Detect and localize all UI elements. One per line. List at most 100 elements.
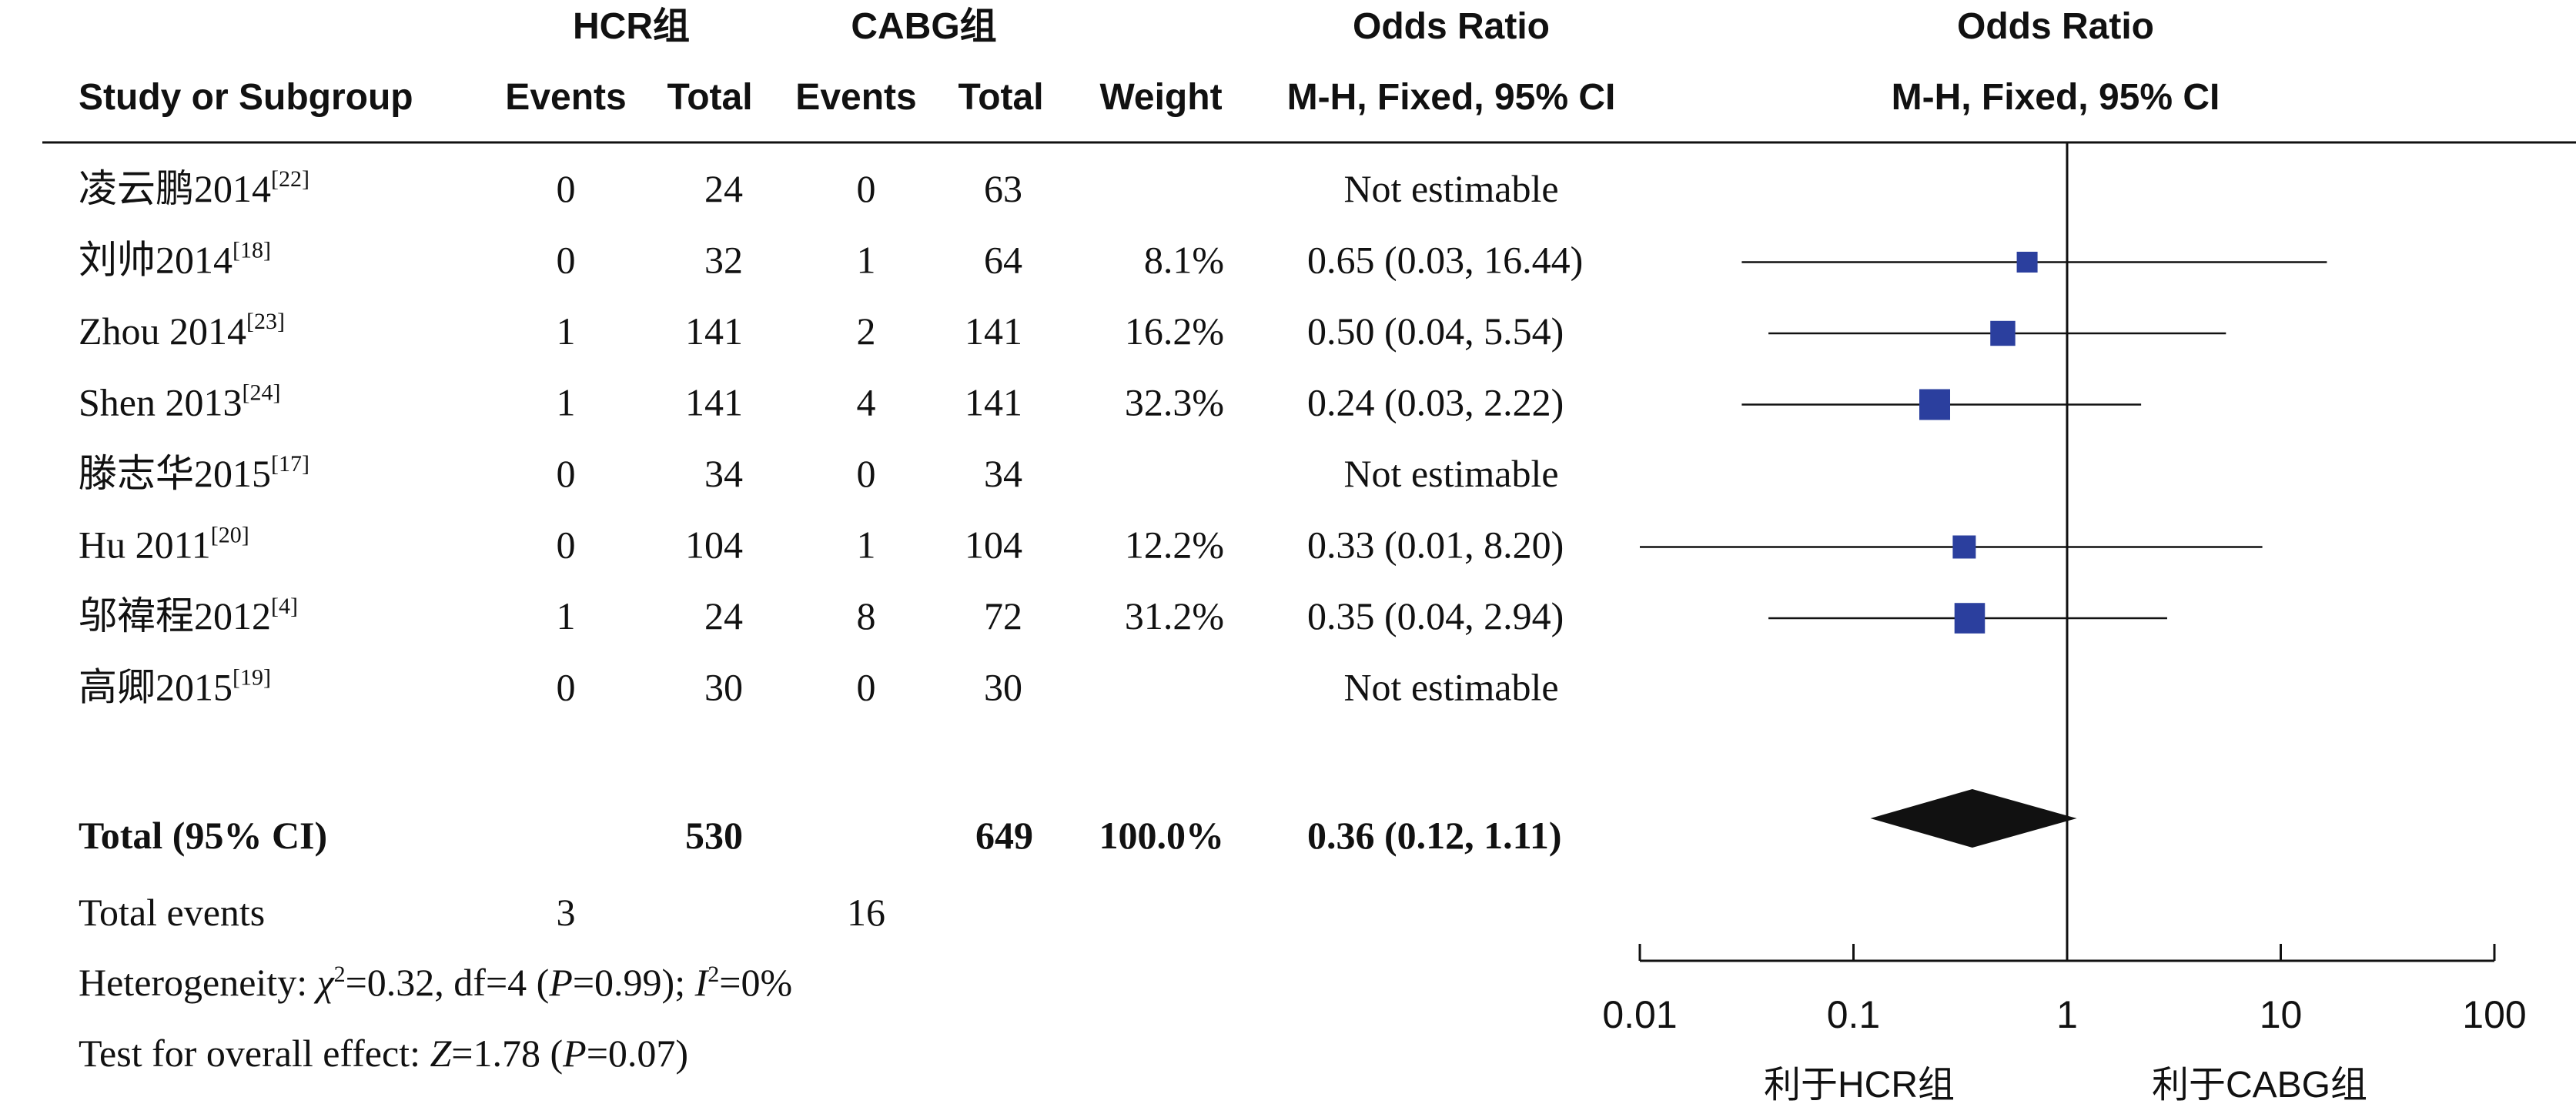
total-events-e1: 3 xyxy=(557,891,576,934)
study-ci: 0.33 (0.01, 8.20) xyxy=(1307,524,1564,567)
study-row: 邬禕程2012[4] 1 24 8 72 31.2% 0.35 (0.04, 2.94) xyxy=(79,594,1564,637)
study-ci: 0.35 (0.04, 2.94) xyxy=(1307,594,1564,637)
header-group1: HCR组 xyxy=(573,6,690,47)
header-events1: Events xyxy=(505,77,626,118)
study-ref: [20] xyxy=(211,523,249,548)
study-weight: 12.2% xyxy=(1125,524,1224,567)
total-t1: 530 xyxy=(685,814,743,857)
heterogeneity-i: I xyxy=(694,961,710,1004)
study-total1: 30 xyxy=(704,666,743,709)
study-name-text: 邬禕程2012 xyxy=(79,594,271,637)
study-total2: 34 xyxy=(984,452,1022,495)
study-row: Zhou 2014[23] 1 141 2 141 16.2% 0.50 (0.04, 5.… xyxy=(79,309,1564,353)
study-total1: 24 xyxy=(704,594,743,637)
total-label: Total (95% CI) xyxy=(79,814,327,857)
study-ci: Not estimable xyxy=(1343,666,1558,709)
study-total1: 34 xyxy=(704,452,743,495)
study-weight: 8.1% xyxy=(1144,239,1224,282)
study-name: 滕志华2015[17] xyxy=(79,451,309,495)
heterogeneity-i-val: =0% xyxy=(719,961,792,1004)
study-name: Hu 2011[20] xyxy=(79,523,249,567)
effect-marker xyxy=(1919,389,1951,420)
study-events1: 1 xyxy=(557,309,576,353)
header-method-left: M-H, Fixed, 95% CI xyxy=(1287,77,1616,118)
study-row: Hu 2011[20] 0 104 1 104 12.2% 0.33 (0.01, 8.20… xyxy=(79,523,1564,567)
study-name: 刘帅2014[18] xyxy=(79,238,271,282)
x-axis-tick-label: 1 xyxy=(2056,993,2078,1036)
study-total2: 72 xyxy=(984,594,1022,637)
study-total2: 104 xyxy=(965,524,1022,567)
study-ref: [17] xyxy=(271,451,309,477)
study-rows: 凌云鹏2014[22] 0 24 0 63 Not estimable 刘帅2014[18]… xyxy=(79,166,1583,709)
total-events-label: Total events xyxy=(79,891,265,934)
pooled-diamond xyxy=(1870,789,2077,848)
study-total1: 32 xyxy=(704,239,743,282)
study-name-text: 滕志华2015 xyxy=(79,452,271,495)
heterogeneity-chi-val: =0.32, df=4 ( xyxy=(346,961,550,1004)
favor-left-label: 利于HCR组 xyxy=(1764,1065,1955,1106)
study-weight: 16.2% xyxy=(1125,309,1224,353)
header-events2: Events xyxy=(795,77,916,118)
total-t2: 649 xyxy=(975,814,1033,857)
overall-effect-z-val: =1.78 ( xyxy=(451,1032,563,1075)
study-events2: 0 xyxy=(857,167,876,210)
study-name-text: 高卿2015 xyxy=(79,666,233,709)
study-total2: 141 xyxy=(965,309,1022,353)
study-events1: 1 xyxy=(557,381,576,424)
overall-effect-prefix: Test for overall effect: xyxy=(79,1032,430,1075)
study-name: 凌云鹏2014[22] xyxy=(79,166,309,210)
study-total2: 141 xyxy=(965,381,1022,424)
heterogeneity-p-val: =0.99); xyxy=(573,961,695,1004)
heterogeneity-chi: χ xyxy=(314,961,336,1004)
study-row: 凌云鹏2014[22] 0 24 0 63 Not estimable xyxy=(79,166,1559,210)
effect-marker xyxy=(2016,251,2038,273)
header-study: Study or Subgroup xyxy=(79,77,413,118)
study-total2: 64 xyxy=(984,239,1022,282)
study-events1: 0 xyxy=(557,524,576,567)
heterogeneity-chi-sq: 2 xyxy=(334,962,346,987)
study-total2: 63 xyxy=(984,167,1022,210)
overall-effect-p-val: =0.07) xyxy=(587,1032,688,1075)
study-events1: 1 xyxy=(557,594,576,637)
effect-marker xyxy=(1954,603,1986,634)
study-events2: 1 xyxy=(857,239,876,282)
study-name: Shen 2013[24] xyxy=(79,380,280,424)
heterogeneity-text: Heterogeneity: χ2=0.32, df=4 (P=0.99); I… xyxy=(79,961,792,1004)
study-row: Shen 2013[24] 1 141 4 141 32.3% 0.24 (0.03, 2.… xyxy=(79,380,1564,424)
study-name-text: Shen 2013 xyxy=(79,381,243,424)
overall-effect-z: Z xyxy=(430,1032,452,1075)
total-events-e2: 16 xyxy=(847,891,885,934)
heterogeneity-prefix: Heterogeneity: xyxy=(79,961,317,1004)
heterogeneity-p: P xyxy=(548,961,573,1004)
study-name: Zhou 2014[23] xyxy=(79,309,285,353)
x-axis-tick-label: 100 xyxy=(2462,993,2526,1036)
plot-area: 0.01 0.1 1 10 100 xyxy=(1602,142,2527,1036)
study-total1: 104 xyxy=(685,524,743,567)
study-events2: 8 xyxy=(857,594,876,637)
study-events2: 4 xyxy=(857,381,876,424)
study-events2: 1 xyxy=(857,524,876,567)
header-group2: CABG组 xyxy=(851,6,996,47)
study-name-text: Hu 2011 xyxy=(79,524,211,567)
x-axis-tick-label: 0.1 xyxy=(1827,993,1881,1036)
total-ci: 0.36 (0.12, 1.11) xyxy=(1307,814,1562,857)
total-events-row: Total events 3 16 xyxy=(79,891,885,934)
x-axis-tick-label: 10 xyxy=(2260,993,2303,1036)
study-events2: 0 xyxy=(857,666,876,709)
study-ci: Not estimable xyxy=(1343,167,1558,210)
header-or-top-right: Odds Ratio xyxy=(1957,6,2154,47)
study-total1: 141 xyxy=(685,381,743,424)
study-ci: Not estimable xyxy=(1343,452,1558,495)
study-row: 滕志华2015[17] 0 34 0 34 Not estimable xyxy=(79,451,1559,495)
study-ci: 0.50 (0.04, 5.54) xyxy=(1307,309,1564,353)
overall-effect-p: P xyxy=(562,1032,587,1075)
study-ref: [19] xyxy=(233,665,271,691)
study-ref: [18] xyxy=(233,238,271,263)
study-ref: [4] xyxy=(271,594,298,619)
total-row: Total (95% CI) 530 649 100.0% 0.36 (0.12… xyxy=(79,814,1562,857)
header-or-top-left: Odds Ratio xyxy=(1353,6,1550,47)
heterogeneity-i-sq: 2 xyxy=(708,962,719,987)
study-row: 高卿2015[19] 0 30 0 30 Not estimable xyxy=(79,665,1559,709)
study-events1: 0 xyxy=(557,666,576,709)
total-weight: 100.0% xyxy=(1099,814,1225,857)
